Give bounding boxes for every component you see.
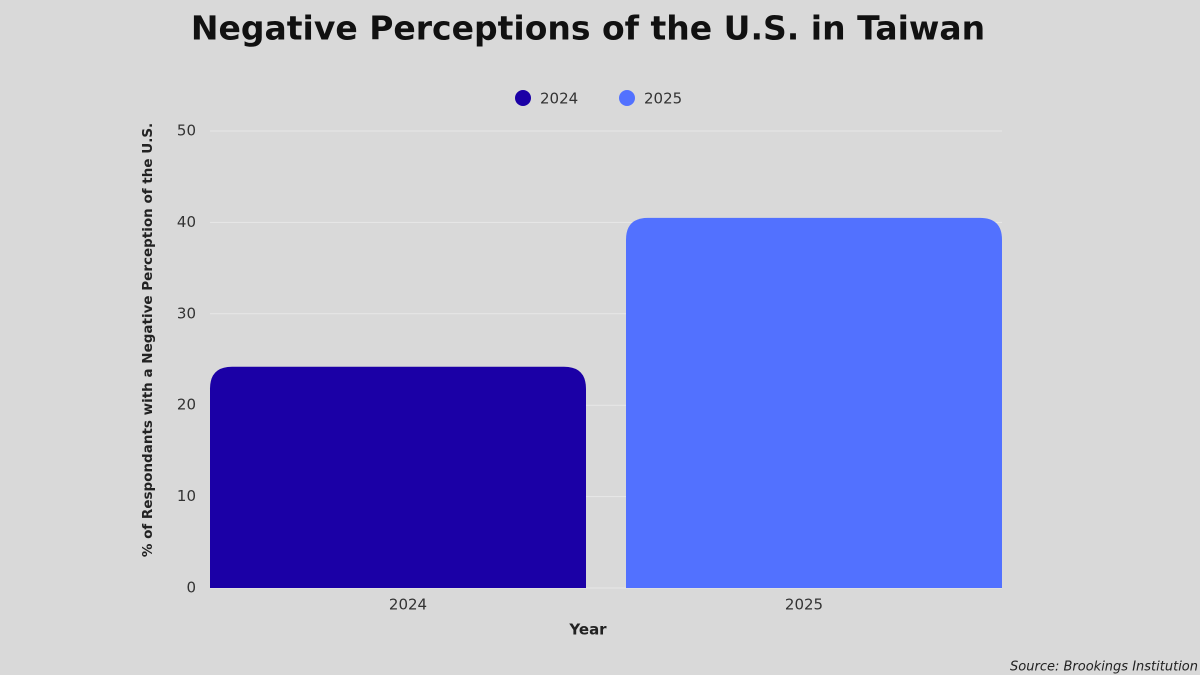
x-tick-label: 2024 (389, 596, 427, 614)
y-tick-label: 50 (177, 122, 196, 140)
bar (210, 366, 586, 588)
x-tick-label: 2025 (785, 596, 823, 614)
y-tick-label: 30 (177, 304, 196, 322)
y-axis-title: % of Respondants with a Negative Percept… (140, 123, 156, 557)
bar (626, 217, 1002, 588)
legend-swatch (515, 90, 531, 106)
y-tick-label: 40 (177, 213, 196, 231)
x-axis-title: Year (568, 621, 607, 639)
source-note: Source: Brookings Institution (1010, 660, 1198, 675)
legend-swatch (619, 90, 635, 106)
legend-label: 2025 (644, 90, 682, 108)
y-tick-label: 0 (186, 579, 196, 597)
legend-label: 2024 (540, 90, 578, 108)
y-tick-label: 10 (177, 487, 196, 505)
y-tick-label: 20 (177, 396, 196, 414)
chart-title: Negative Perceptions of the U.S. in Taiw… (191, 9, 985, 48)
